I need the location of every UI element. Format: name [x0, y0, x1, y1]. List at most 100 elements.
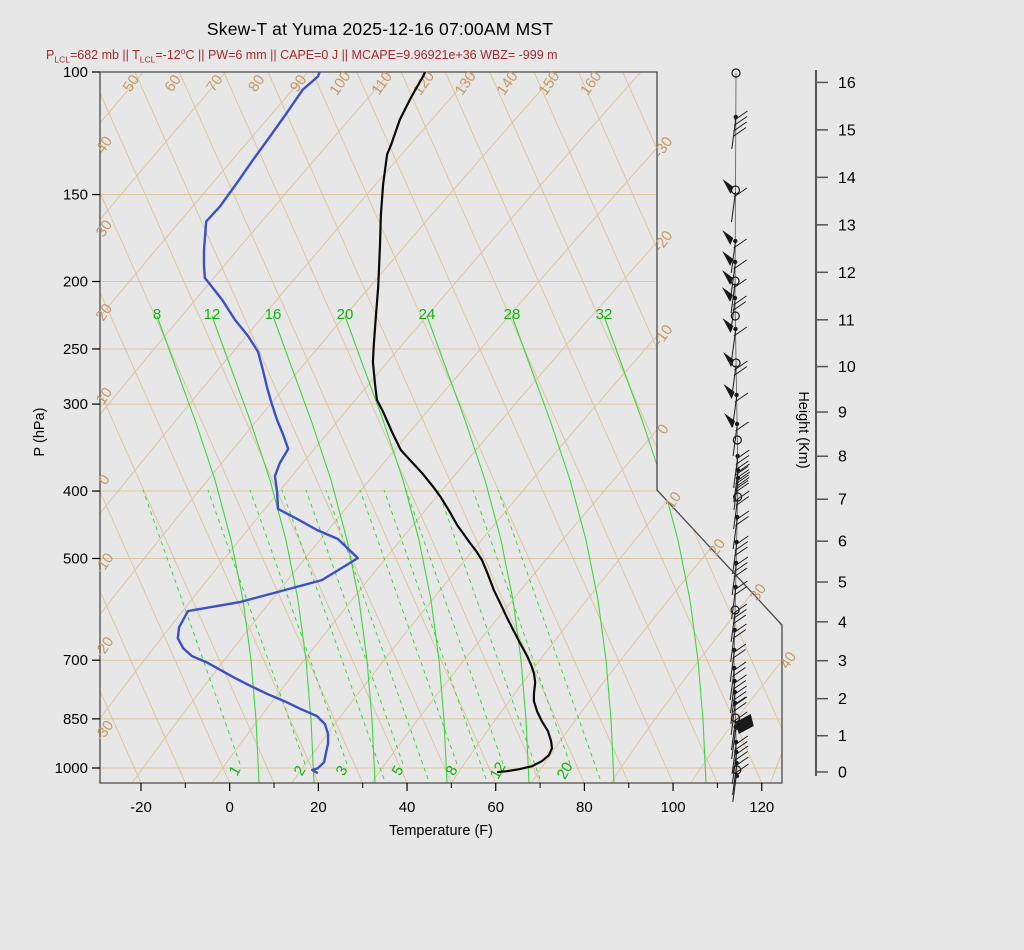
moist-adiabat-labels: 8 12 16 20 24 28 32 — [153, 306, 613, 323]
height-tick-label: 13 — [838, 217, 856, 234]
wind-barb-pennant — [724, 413, 736, 428]
wind-barb-pennant — [722, 287, 734, 302]
wind-barb — [732, 435, 742, 445]
isotherm-top-label: 110 — [368, 69, 396, 98]
temp-tick-label: 100 — [661, 799, 686, 816]
wind-barb-shaft — [731, 728, 737, 760]
chart-subtitle: PLCL=682 mb || TLCL=-12oC || PW=6 mm || … — [46, 46, 766, 65]
wind-barb-feather — [735, 516, 749, 526]
subtitle-segment: P — [46, 48, 55, 63]
isotherm-top-label: 50 — [120, 72, 143, 95]
isotherm-top-label: 130 — [452, 68, 480, 98]
mixing-ratio-line — [249, 489, 348, 765]
moist-adiabat-label: 28 — [504, 306, 521, 323]
isotherm-top-label: 80 — [245, 72, 268, 95]
isotherm-left-label: 0 — [95, 472, 114, 489]
moist-adiabat-line — [211, 315, 315, 783]
wind-barb — [729, 661, 747, 701]
isotherm-left-label: 30 — [93, 217, 116, 240]
wind-barb-feather — [733, 295, 747, 306]
wind-barb-pennant — [722, 179, 734, 194]
wind-level-circle — [731, 68, 741, 78]
isotherm-left-label: 40 — [93, 133, 116, 156]
wind-barb-shaft — [730, 611, 736, 643]
height-tick-label: 4 — [838, 614, 847, 631]
pressure-tick-label: 300 — [63, 396, 88, 413]
wind-barb-feather — [733, 326, 748, 337]
wind-barb-feather — [733, 711, 748, 722]
wind-barb-feather — [735, 510, 750, 521]
wind-barb-pennant — [722, 270, 734, 285]
wind-barb-feather — [732, 643, 747, 654]
wind-barb-feather — [733, 603, 748, 614]
wind-barb-shaft — [731, 364, 737, 396]
wind-barb-feather — [735, 455, 750, 465]
temperature-curve — [371, 72, 554, 774]
wind-barb — [732, 535, 749, 575]
wind-barb-feather — [732, 661, 747, 672]
wind-barb-feather — [733, 259, 747, 270]
isotherm-line — [356, 72, 674, 783]
height-tick-label: 5 — [838, 575, 847, 592]
wind-level-circle — [730, 311, 740, 321]
temp-tick-label: 0 — [226, 799, 234, 816]
wind-barb — [722, 179, 748, 223]
wind-barb-feather — [733, 586, 748, 596]
isotherm-line — [311, 72, 630, 783]
height-tick-label: 14 — [838, 170, 856, 187]
height-tick-label: 3 — [838, 653, 847, 670]
mixing-ratio-line — [142, 489, 241, 765]
wind-barb-shaft — [730, 263, 736, 295]
wind-level-circle — [732, 435, 742, 445]
wind-barb-feather — [735, 756, 749, 767]
dry-adiabat-line — [770, 752, 782, 783]
wind-barb — [729, 643, 747, 683]
wind-barb — [722, 251, 747, 295]
wind-level-dot — [733, 326, 738, 332]
pressure-axis: 100 150 200 250 300 400 500 700 850 1000 P (hPa) — [32, 64, 100, 777]
pressure-tick-label: 1000 — [55, 760, 88, 777]
mixing-ratio-line — [207, 489, 306, 765]
isotherm-line — [134, 72, 452, 783]
wind-barb-pennant — [723, 384, 735, 399]
wind-barb-feather — [736, 463, 750, 474]
wind-barb-feather — [734, 580, 748, 591]
wind-barb-feather — [733, 702, 747, 712]
wind-barb-feather — [734, 392, 749, 403]
wind-barb — [731, 68, 741, 78]
wind-barb-feather — [733, 121, 747, 132]
isotherm-top-label: 100 — [326, 68, 354, 98]
moist-adiabat-line — [156, 315, 260, 783]
wind-barb-flag-cluster — [735, 714, 754, 734]
mixing-ratio-line — [305, 489, 404, 765]
wind-barb-feather — [732, 691, 747, 701]
moist-adiabat-label: 16 — [265, 306, 282, 323]
dry-adiabat-line — [100, 72, 658, 783]
wind-barb-shaft — [729, 669, 735, 701]
pressure-tick-label: 200 — [63, 274, 88, 291]
wind-barb — [723, 384, 749, 428]
wind-barb — [733, 490, 750, 530]
wind-barb-shaft — [730, 631, 736, 663]
wind-barb-feather — [734, 541, 749, 551]
wind-level-dot — [732, 259, 738, 265]
mixing-ratio-line — [359, 489, 458, 765]
wind-level-dot — [734, 421, 740, 427]
wind-barb-pennant — [722, 251, 734, 266]
wind-barb-feather — [736, 490, 750, 501]
wind-barb-feather — [734, 751, 748, 761]
moist-adiabat-lines — [156, 315, 707, 783]
isotherm-labels: 50 60 70 80 90 100 110 120 130 140 150 160403020100… — [91, 68, 605, 745]
dry-adiabat-line — [371, 429, 658, 783]
isotherm-left-label: -20 — [91, 634, 117, 662]
wind-barb-shaft — [732, 543, 738, 575]
isotherm-line — [100, 72, 319, 783]
mixing-ratio-line — [472, 489, 571, 765]
mixing-ratio-label: 3 — [333, 763, 352, 779]
wind-level-dot — [733, 238, 738, 244]
height-tick-label: 10 — [838, 359, 856, 376]
mixing-ratio-labels: 1 2 3 5 8 12 20 — [226, 759, 577, 782]
isotherm-left-label: -10 — [91, 550, 117, 578]
